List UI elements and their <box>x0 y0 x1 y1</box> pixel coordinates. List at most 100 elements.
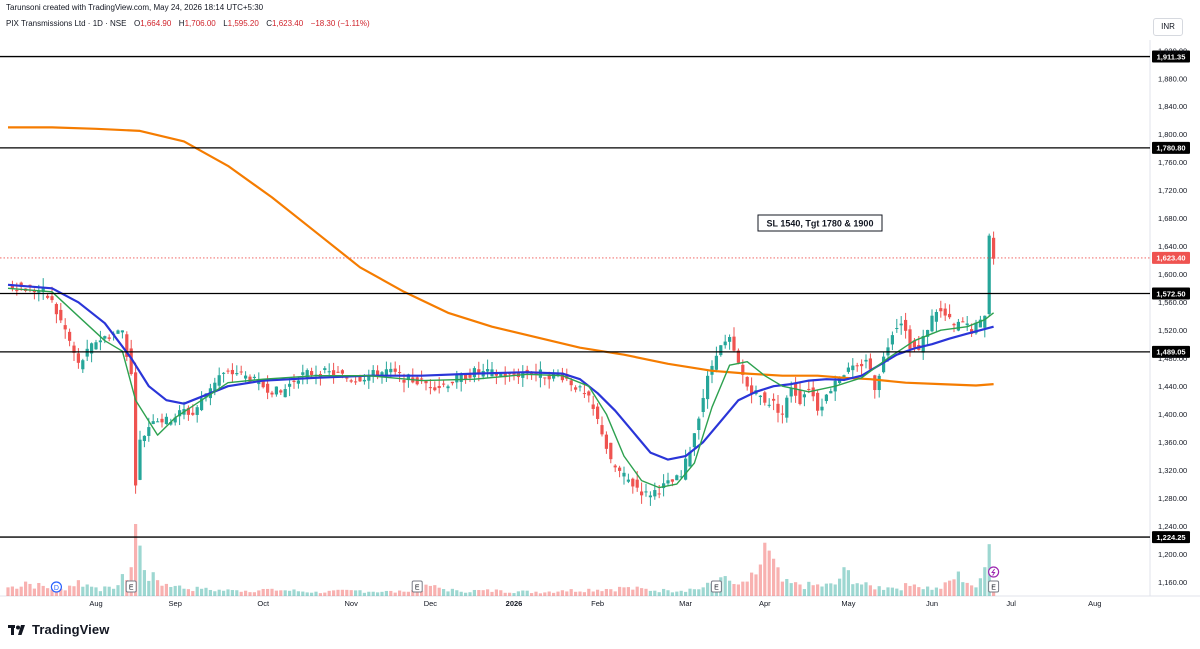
candle-body <box>864 359 868 362</box>
candle-body <box>129 348 133 375</box>
volume-bar <box>688 588 692 596</box>
candle-body <box>349 380 353 382</box>
candle-body <box>930 315 934 332</box>
candle-body <box>402 380 406 383</box>
volume-bar <box>521 590 525 596</box>
candle-body <box>468 374 472 378</box>
price-tick: 1,160.00 <box>1158 578 1187 587</box>
time-tick: Jun <box>926 599 938 608</box>
candle-body <box>904 319 908 331</box>
volume-bar <box>186 589 190 596</box>
level-label: 1,224.25 <box>1156 533 1185 542</box>
volume-bar <box>640 588 644 596</box>
candle-body <box>464 374 468 380</box>
dividend-marker <box>50 581 63 593</box>
chart-caption: Tarunsoni created with TradingView.com, … <box>6 3 264 12</box>
volume-bar <box>943 582 947 596</box>
candle-body <box>824 394 828 402</box>
volume-bar <box>886 587 890 596</box>
volume-bar <box>266 588 270 596</box>
candle-body <box>90 343 94 354</box>
symbol-legend[interactable]: PIX Transmissions Ltd · 1D · NSE O1,664.… <box>6 19 370 28</box>
volume-bar <box>415 589 419 596</box>
candle-body <box>908 329 912 349</box>
candle-body <box>477 369 481 374</box>
candle-body <box>662 483 666 489</box>
candle-body <box>657 493 661 495</box>
volume-bar <box>701 587 705 596</box>
candle-body <box>882 356 886 373</box>
volume-bar <box>76 580 80 596</box>
volume-bar <box>767 550 771 596</box>
candle-body <box>103 336 107 339</box>
time-tick: May <box>841 599 855 608</box>
candle-body <box>76 353 80 363</box>
last-price-label: 1,623.40 <box>1156 254 1185 263</box>
time-tick: Oct <box>257 599 270 608</box>
candle-body <box>732 336 736 351</box>
volume-bar <box>46 588 50 596</box>
volume-bar <box>292 589 296 596</box>
volume-bar <box>138 545 142 596</box>
price-tick: 1,280.00 <box>1158 494 1187 503</box>
volume-bar <box>882 589 886 596</box>
candle-body <box>820 406 824 411</box>
candle-body <box>310 371 314 376</box>
candle-body <box>763 392 767 403</box>
volume-bar <box>622 587 626 596</box>
candle-body <box>173 417 177 423</box>
volume-bar <box>19 586 23 596</box>
volume-bar <box>486 589 490 596</box>
candle-body <box>327 371 331 373</box>
candle-body <box>776 403 780 413</box>
volume-bar <box>600 591 604 596</box>
candle-body <box>305 370 309 378</box>
candle-body <box>116 330 120 334</box>
volume-bar <box>103 586 107 596</box>
time-tick: Sep <box>169 599 182 608</box>
candle-body <box>244 375 248 379</box>
candle-body <box>512 372 516 375</box>
candle-body <box>640 491 644 496</box>
candle-body <box>120 330 124 333</box>
volume-bar <box>635 586 639 596</box>
volume-bar <box>657 592 661 596</box>
volume-bar <box>750 572 754 596</box>
volume-bar <box>670 592 674 596</box>
volume-bar <box>41 585 45 596</box>
candle-body <box>547 374 551 380</box>
volume-bar <box>411 590 415 596</box>
candle-body <box>921 336 925 353</box>
candle-body <box>169 422 173 425</box>
volume-bar <box>516 591 520 596</box>
candle-body <box>10 285 14 289</box>
currency-button[interactable]: INR <box>1153 18 1183 36</box>
volume-bar <box>930 589 934 596</box>
candle-body <box>301 372 305 375</box>
annotation-box[interactable] <box>757 214 883 232</box>
tradingview-logo[interactable]: TradingView <box>8 622 109 637</box>
volume-bar <box>494 589 498 596</box>
candle-body <box>217 375 221 386</box>
candle-body <box>890 335 894 345</box>
volume-bar <box>85 584 89 596</box>
volume-bar <box>332 590 336 596</box>
candle-body <box>706 375 710 400</box>
volume-bar <box>723 576 727 596</box>
volume-bar <box>336 589 340 596</box>
volume-bar <box>442 589 446 596</box>
candle-body <box>978 319 982 328</box>
candle-body <box>494 372 498 376</box>
price-tick: 1,480.00 <box>1158 354 1187 363</box>
candle-body <box>798 390 802 405</box>
candle-body <box>934 311 938 322</box>
candle-body <box>191 412 195 415</box>
candle-body <box>939 308 943 312</box>
tradingview-logo-icon <box>8 624 25 635</box>
time-tick: Dec <box>424 599 438 608</box>
volume-bar <box>789 583 793 596</box>
candle-body <box>503 373 507 378</box>
candle-body <box>609 442 613 460</box>
candle-body <box>288 383 292 387</box>
